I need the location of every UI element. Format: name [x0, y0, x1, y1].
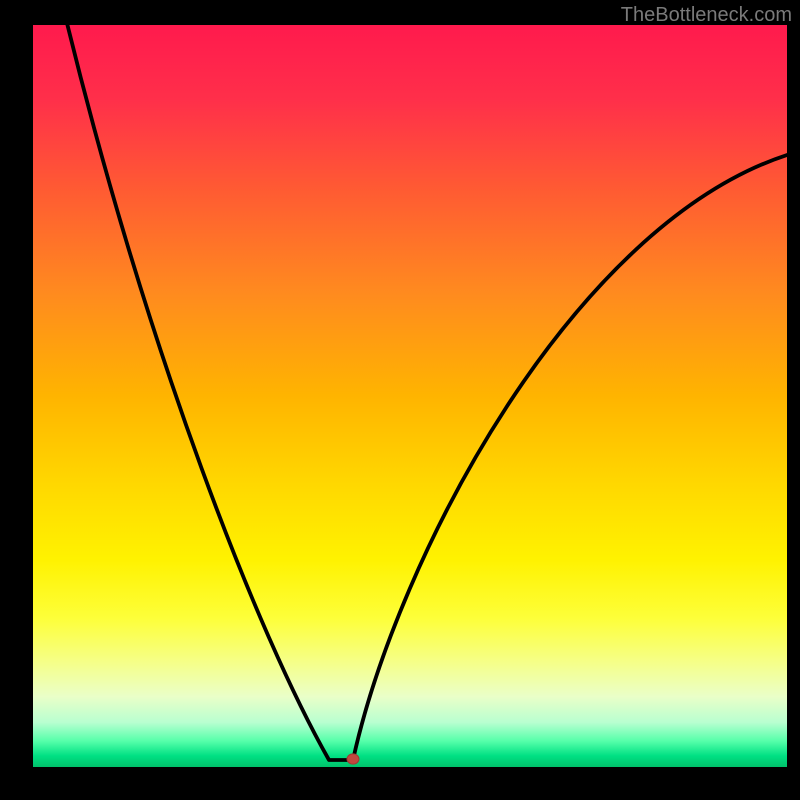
minimum-marker [347, 754, 359, 764]
bottleneck-curve [33, 25, 787, 767]
plot-area [33, 25, 787, 767]
curve-path [65, 25, 787, 760]
bottleneck-chart: TheBottleneck.com [0, 0, 800, 800]
watermark-text: TheBottleneck.com [621, 4, 792, 27]
